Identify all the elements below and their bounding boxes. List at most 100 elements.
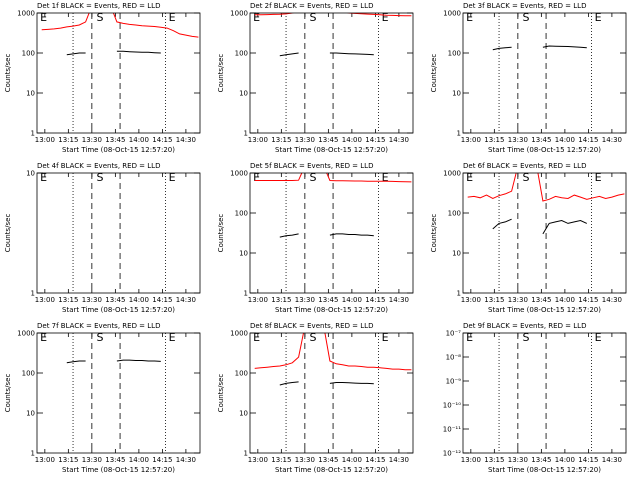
x-tick-label: 13:45 [318, 136, 338, 144]
y-tick-label: 1 [457, 130, 461, 138]
annotation: S [97, 331, 104, 344]
y-tick-label: 10⁻⁹ [446, 378, 462, 386]
data-line [41, 13, 199, 38]
x-tick-label: 14:15 [578, 296, 598, 304]
x-tick-label: 14:15 [365, 456, 385, 464]
x-tick-label: 14:00 [129, 136, 149, 144]
data-line [492, 45, 587, 51]
chart-title: Det 8f BLACK = Events, RED = LLD [250, 322, 373, 330]
annotation: E [169, 11, 176, 24]
plot-frame [462, 12, 627, 134]
x-tick-label: 13:00 [35, 296, 55, 304]
annotation: E [169, 171, 176, 184]
chart-title: Det 2f BLACK = Events, RED = LLD [250, 2, 373, 10]
x-tick-label: 13:30 [82, 296, 102, 304]
data-line [66, 359, 161, 364]
chart-panel: Det 8f BLACK = Events, RED = LLD Start Ti… [217, 322, 414, 474]
x-axis-label: Start Time (08-Oct-15 12:57:20) [488, 146, 601, 154]
x-tick-label: 14:30 [602, 296, 622, 304]
plot-frame [462, 172, 627, 294]
y-tick-label: 100 [235, 370, 248, 378]
x-tick-label: 13:15 [271, 136, 291, 144]
x-tick-label: 13:15 [58, 296, 78, 304]
data-line [254, 333, 412, 371]
x-tick-label: 14:15 [578, 456, 598, 464]
chart-title: Det 7f BLACK = Events, RED = LLD [37, 322, 160, 330]
annotation: E [382, 11, 389, 24]
data-line [66, 50, 161, 56]
y-tick-label: 100 [448, 50, 461, 58]
chart-panel: Det 7f BLACK = Events, RED = LLD Start Ti… [4, 322, 201, 474]
y-tick-label: 1 [244, 130, 248, 138]
x-tick-label: 13:15 [271, 456, 291, 464]
x-tick-label: 14:15 [365, 296, 385, 304]
x-tick-label: 13:15 [271, 296, 291, 304]
chart-panel: Det 9f BLACK = Events, RED = LLD Start Ti… [443, 322, 627, 474]
x-tick-label: 14:30 [176, 456, 196, 464]
y-tick-label: 1 [244, 450, 248, 458]
x-tick-label: 14:30 [389, 456, 409, 464]
y-tick-label: 100 [235, 210, 248, 218]
annotation: S [523, 11, 530, 24]
x-tick-label: 13:15 [484, 136, 504, 144]
y-axis-label: Counts/sec [217, 374, 225, 413]
x-tick-label: 14:00 [342, 456, 362, 464]
annotation: E [382, 171, 389, 184]
x-tick-label: 13:45 [531, 136, 551, 144]
x-tick-label: 13:15 [484, 296, 504, 304]
y-tick-label: 1000 [230, 10, 248, 18]
annotation: S [310, 11, 317, 24]
x-tick-label: 13:30 [295, 136, 315, 144]
x-tick-label: 13:45 [531, 296, 551, 304]
y-tick-label: 10 [452, 250, 461, 258]
plot-frame [249, 12, 414, 134]
x-tick-label: 13:30 [295, 456, 315, 464]
y-tick-label: 1000 [230, 330, 248, 338]
annotation: E [40, 171, 47, 184]
y-axis-label: Counts/sec [217, 214, 225, 253]
x-tick-label: 14:30 [389, 136, 409, 144]
x-tick-label: 13:45 [105, 136, 125, 144]
y-axis-label: Counts/sec [430, 214, 438, 253]
annotation: E [40, 11, 47, 24]
y-tick-label: 1000 [443, 170, 461, 178]
data-line [467, 173, 625, 202]
annotation: E [253, 11, 260, 24]
chart-panel: Det 5f BLACK = Events, RED = LLD Start Ti… [217, 162, 414, 314]
annotation: E [466, 331, 473, 344]
annotation: E [253, 171, 260, 184]
data-line [492, 218, 588, 235]
chart-panel: Det 3f BLACK = Events, RED = LLD Start Ti… [430, 2, 627, 154]
y-axis-label: Counts/sec [4, 214, 12, 253]
y-tick-label: 10 [26, 410, 35, 418]
annotation: E [595, 331, 602, 344]
y-tick-label: 1 [457, 290, 461, 298]
y-axis-label: Counts/sec [4, 374, 12, 413]
chart-panel: Det 4f BLACK = Events, RED = LLD Start Ti… [4, 162, 201, 314]
y-tick-label: 10 [239, 410, 248, 418]
x-tick-label: 14:15 [152, 136, 172, 144]
x-tick-label: 13:30 [82, 456, 102, 464]
x-tick-label: 14:30 [602, 456, 622, 464]
x-tick-label: 13:00 [35, 456, 55, 464]
data-line [254, 13, 412, 17]
data-line [279, 52, 374, 57]
x-tick-label: 14:00 [129, 456, 149, 464]
x-tick-label: 13:45 [318, 456, 338, 464]
y-tick-label: 1 [31, 130, 35, 138]
x-axis-label: Start Time (08-Oct-15 12:57:20) [488, 466, 601, 474]
x-tick-label: 13:30 [295, 296, 315, 304]
plot-frame [462, 332, 627, 454]
y-tick-label: 1000 [230, 170, 248, 178]
x-axis-label: Start Time (08-Oct-15 12:57:20) [275, 146, 388, 154]
chart-title: Det 1f BLACK = Events, RED = LLD [37, 2, 160, 10]
x-tick-label: 13:00 [461, 296, 481, 304]
y-tick-label: 1 [244, 290, 248, 298]
x-tick-label: 13:15 [484, 456, 504, 464]
x-tick-label: 14:00 [342, 136, 362, 144]
x-tick-label: 14:00 [555, 136, 575, 144]
data-line [279, 381, 374, 386]
x-axis-label: Start Time (08-Oct-15 12:57:20) [275, 466, 388, 474]
chart-title: Det 6f BLACK = Events, RED = LLD [463, 162, 586, 170]
